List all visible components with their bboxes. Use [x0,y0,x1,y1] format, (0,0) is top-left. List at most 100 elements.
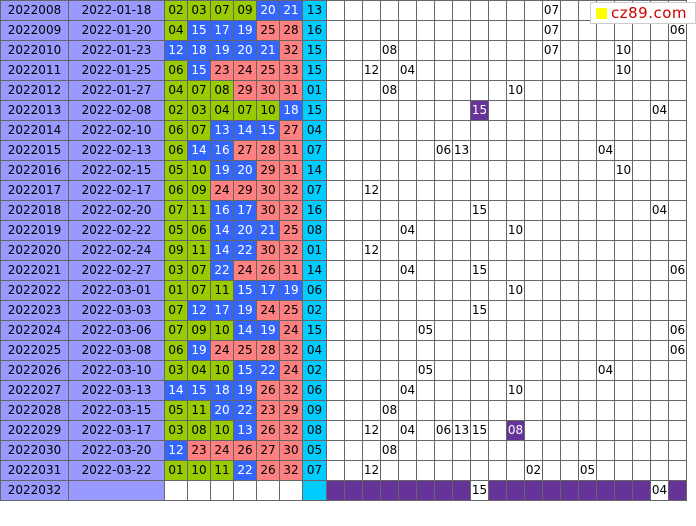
red-ball-number [210,480,234,501]
trend-cell [434,200,453,221]
trend-cell [398,440,417,461]
draw-date: 2022-02-20 [68,200,165,221]
red-ball-number: 11 [210,280,234,301]
trend-mark: 13 [452,140,471,161]
blue-ball-number: 05 [302,440,327,461]
trend-cell [434,20,453,41]
red-ball-number: 21 [256,220,280,241]
trend-cell [560,300,579,321]
blue-ball-number [302,480,327,501]
trend-cell [614,120,633,141]
trend-cell [668,80,687,101]
draw-row: 2022019 2022-02-22 05 06 14 20 21 25 08 04 10 [0,220,687,241]
red-ball-number: 10 [210,420,234,441]
trend-mark: 08 [506,420,525,441]
trend-cell [506,300,525,321]
logo-text: cz89.com [611,4,688,22]
trend-cell [668,360,687,381]
trend-cell [344,160,363,181]
trend-cell [524,120,543,141]
trend-cell [650,280,669,301]
draw-date: 2022-02-10 [68,120,165,141]
trend-cell [416,400,435,421]
trend-cell [398,280,417,301]
trend-cell [596,480,615,501]
trend-cell [578,100,597,121]
red-ball-number [187,480,211,501]
trend-cell [326,140,345,161]
trend-cell [380,360,399,381]
trend-cell [326,380,345,401]
red-ball-number: 19 [233,380,257,401]
trend-cell [578,340,597,361]
trend-cell [632,320,651,341]
blue-ball-number: 02 [302,300,327,321]
draw-date: 2022-01-20 [68,20,165,41]
red-ball-number [164,480,188,501]
red-ball-number: 13 [210,120,234,141]
draw-date: 2022-03-15 [68,400,165,421]
red-ball-number: 03 [187,0,211,21]
draw-date: 2022-03-03 [68,300,165,321]
trend-cell [596,180,615,201]
trend-cell [380,100,399,121]
trend-cell [596,100,615,121]
red-ball-number: 22 [233,400,257,421]
red-ball-number: 12 [164,40,188,61]
red-ball-number: 20 [233,220,257,241]
trend-mark: 08 [380,40,399,61]
red-ball-number: 29 [233,80,257,101]
trend-mark: 05 [416,360,435,381]
trend-cell [506,480,525,501]
trend-cell [398,460,417,481]
trend-cell [344,280,363,301]
draw-date: 2022-02-08 [68,100,165,121]
draw-row: 2022031 2022-03-22 01 10 11 22 26 32 07 12 02 05 [0,460,687,481]
trend-cell [362,100,381,121]
draw-date: 2022-03-22 [68,460,165,481]
draw-date: 2022-02-27 [68,260,165,281]
trend-cell [326,220,345,241]
trend-cell [452,380,471,401]
trend-cell [380,260,399,281]
trend-cell [524,380,543,401]
trend-cell [452,300,471,321]
site-logo[interactable]: cz89.com [590,2,696,24]
trend-cell [488,60,507,81]
trend-cell [398,300,417,321]
trend-cell [362,160,381,181]
draw-date: 2022-01-18 [68,0,165,21]
trend-cell [452,340,471,361]
trend-cell [380,0,399,21]
blue-ball-number: 07 [302,460,327,481]
red-ball-number: 25 [279,300,303,321]
trend-cell [362,120,381,141]
red-ball-number [233,480,257,501]
draw-row: 2022024 2022-03-06 07 09 10 14 19 24 15 05 06 [0,320,687,341]
red-ball-number: 28 [256,340,280,361]
red-ball-number: 14 [233,120,257,141]
red-ball-number: 19 [233,300,257,321]
trend-cell [452,0,471,21]
trend-cell [614,180,633,201]
trend-cell [542,460,561,481]
trend-cell [668,440,687,461]
red-ball-number: 05 [164,400,188,421]
trend-cell [416,260,435,281]
issue-number: 2022025 [0,340,69,361]
trend-cell [434,280,453,301]
trend-cell [668,460,687,481]
trend-cell [326,400,345,421]
trend-cell [506,240,525,261]
trend-cell [416,480,435,501]
trend-cell [650,240,669,261]
red-ball-number: 26 [256,260,280,281]
trend-cell [668,420,687,441]
red-ball-number: 16 [210,200,234,221]
blue-ball-number: 14 [302,260,327,281]
trend-cell [398,140,417,161]
trend-cell [506,400,525,421]
trend-cell [362,200,381,221]
red-ball-number: 05 [164,160,188,181]
trend-cell [470,140,489,161]
